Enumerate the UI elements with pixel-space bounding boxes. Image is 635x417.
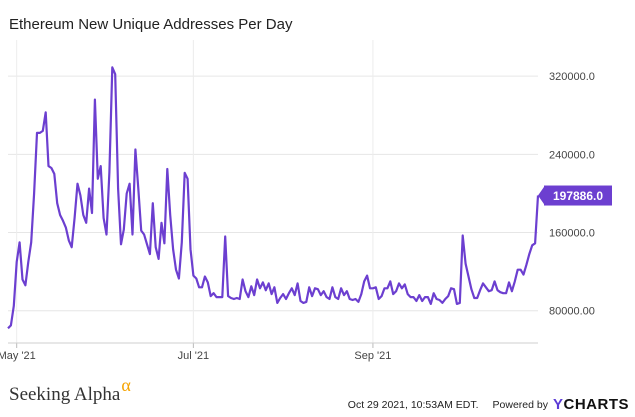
footer-attribution: Oct 29 2021, 10:53AM EDT. Powered by YCH… [348, 396, 629, 413]
y-tick-labels: 80000.00 160000.0 240000.0 320000.0 [549, 71, 595, 318]
gridlines [8, 75, 538, 312]
x-tick-labels: May '21 Jul '21 Sep '21 [0, 350, 391, 362]
logo-text: Seeking Alpha [9, 384, 121, 405]
y-tick-label-0: 80000.00 [549, 306, 595, 318]
x-gridlines [16, 40, 374, 348]
seeking-alpha-logo: Seeking Alphaα [9, 375, 131, 406]
x-tick-label-2: Sep '21 [354, 350, 391, 362]
y-tick-label-1: 160000.0 [549, 228, 595, 240]
last-label-pointer [538, 185, 545, 206]
alpha-icon: α [121, 375, 131, 395]
ycharts-logo[interactable]: YCHARTS [552, 396, 629, 413]
x-tick-label-1: Jul '21 [178, 350, 209, 362]
last-value-label: 197886.0 [538, 185, 612, 206]
series-line [7, 66, 540, 330]
timestamp: Oct 29 2021, 10:53AM EDT. [347, 398, 479, 411]
last-label-box [544, 185, 612, 206]
powered-by-label: Powered by [492, 398, 548, 411]
chart-title: Ethereum New Unique Addresses Per Day [9, 16, 293, 33]
y-tick-label-2: 240000.0 [549, 149, 595, 161]
last-value-text: 197886.0 [553, 189, 603, 203]
x-tick-label-0: May '21 [0, 350, 36, 362]
y-tick-label-3: 320000.0 [549, 71, 595, 83]
